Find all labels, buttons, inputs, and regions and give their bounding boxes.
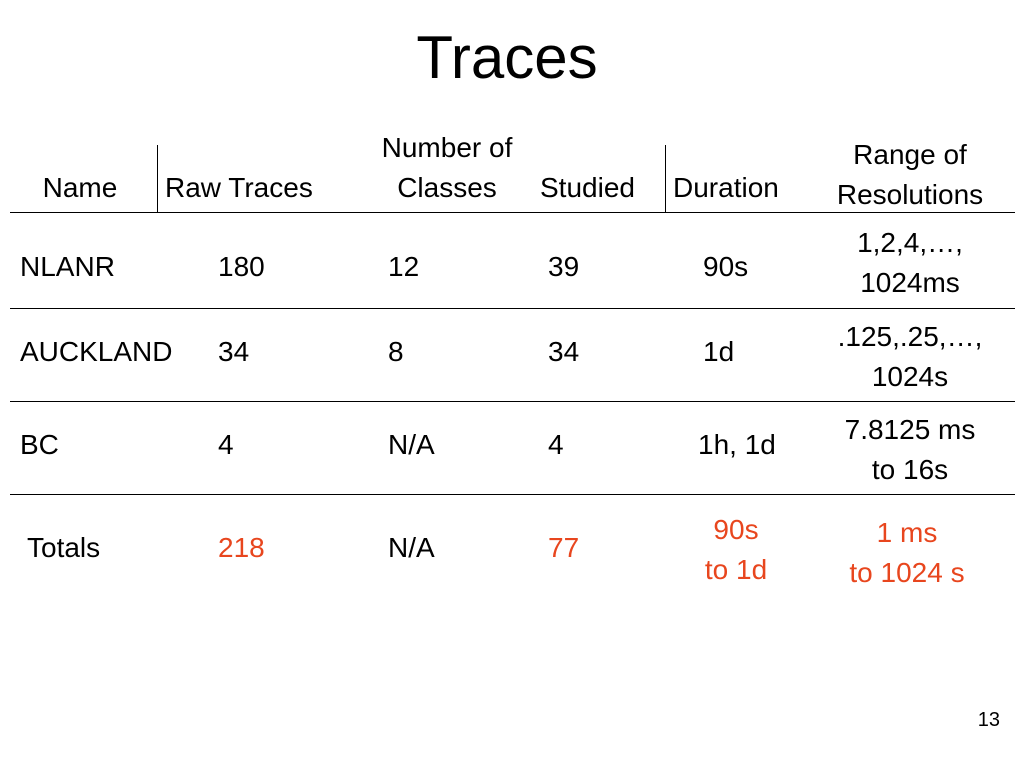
cell: 1d (703, 336, 735, 367)
totals-cell: 90s to 1d (704, 514, 768, 585)
row-rule (10, 401, 1015, 402)
cell: 8 (388, 336, 404, 367)
column-divider (665, 145, 666, 212)
header-cell: Duration (673, 172, 779, 203)
cell: 90s (703, 251, 749, 282)
cell: N/A (388, 429, 435, 460)
cell: AUCKLAND (20, 336, 173, 367)
totals-cell: 218 (218, 532, 265, 563)
totals-cell: Totals (27, 532, 101, 563)
header-cell: Range of Resolutions (836, 139, 984, 210)
page-number: 13 (977, 709, 1000, 731)
header-cell: Raw Traces (165, 172, 313, 203)
totals-cell: N/A (388, 532, 435, 563)
header-cell: Name (42, 172, 118, 203)
row-rule (10, 494, 1015, 495)
cell: 34 (548, 336, 580, 367)
cell: 39 (548, 251, 580, 282)
cell: 180 (218, 251, 265, 282)
cell: NLANR (20, 251, 115, 282)
totals-cell: 77 (548, 532, 580, 563)
row-rule (10, 308, 1015, 309)
cell: 4 (218, 429, 234, 460)
cell: 12 (388, 251, 420, 282)
cell: 4 (548, 429, 564, 460)
cell: 1,2,4,…, 1024ms (857, 227, 963, 298)
totals-cell: 1 ms to 1024 s (849, 517, 965, 588)
row-rule (10, 212, 1015, 213)
header-cell: Number of Classes (381, 132, 513, 203)
slide-title: Traces (416, 24, 598, 91)
cell: 34 (218, 336, 250, 367)
cell: 1h, 1d (698, 429, 776, 460)
cell: BC (20, 429, 59, 460)
cell: 7.8125 ms to 16s (844, 414, 976, 485)
header-cell: Studied (540, 172, 635, 203)
cell: .125,.25,…, 1024s (837, 321, 983, 392)
column-divider (157, 145, 158, 212)
